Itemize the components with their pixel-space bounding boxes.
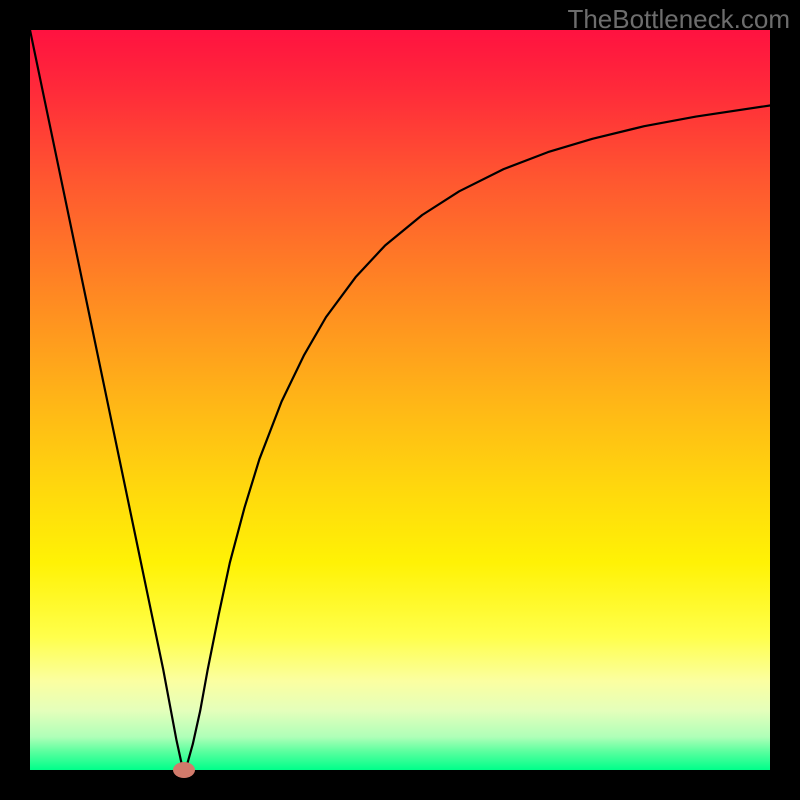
watermark-text: TheBottleneck.com	[567, 4, 790, 35]
curve-svg	[30, 30, 770, 770]
bottleneck-curve	[30, 30, 770, 770]
chart-container: TheBottleneck.com	[0, 0, 800, 800]
optimal-point-marker	[173, 762, 195, 778]
plot-area	[30, 30, 770, 770]
